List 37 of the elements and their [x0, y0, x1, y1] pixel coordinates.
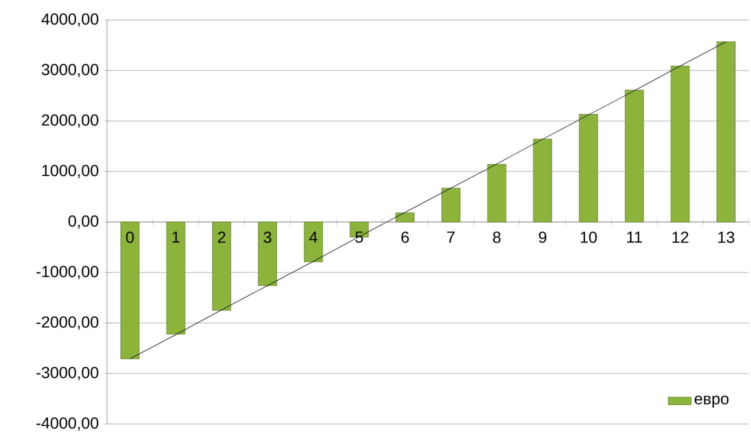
bar [624, 90, 644, 222]
x-tick-label: 4 [309, 232, 318, 243]
x-tick-label: 8 [493, 232, 501, 243]
x-tick-label: 5 [355, 232, 363, 243]
bar [487, 164, 506, 222]
x-tick-label: 10 [580, 232, 597, 243]
x-tick-label: 3 [264, 232, 272, 243]
x-tick-label: 1 [172, 232, 180, 243]
y-tick-label: -4000,00 [36, 417, 98, 431]
y-tick-label: 2000,00 [42, 114, 98, 128]
x-tick-label: 6 [401, 232, 409, 243]
x-tick-label: 9 [538, 232, 546, 243]
bar [166, 222, 186, 334]
x-tick-label: 0 [126, 232, 134, 243]
bar [579, 114, 598, 222]
bar [396, 212, 415, 222]
bar [258, 222, 277, 286]
x-tick-label: 11 [627, 232, 642, 243]
y-tick-label: 0,00 [68, 215, 98, 229]
bar [716, 41, 736, 222]
bar [120, 222, 140, 360]
legend-label: евро [694, 396, 729, 408]
bar [533, 138, 552, 222]
x-tick-label: 2 [218, 232, 226, 243]
x-tick-label: 12 [672, 232, 688, 243]
bar [670, 66, 690, 222]
y-tick-label: 4000,00 [42, 13, 98, 27]
bar [304, 222, 323, 262]
y-tick-label: -3000,00 [36, 366, 98, 380]
y-tick-label: 1000,00 [42, 164, 98, 178]
bar [212, 222, 232, 311]
x-tick-label: 7 [447, 232, 455, 243]
y-tick-label: 3000,00 [42, 64, 98, 78]
y-tick-label: -2000,00 [36, 316, 98, 330]
y-tick-label: -1000,00 [36, 266, 98, 280]
bar [441, 188, 460, 222]
x-tick-label: 13 [718, 232, 734, 243]
